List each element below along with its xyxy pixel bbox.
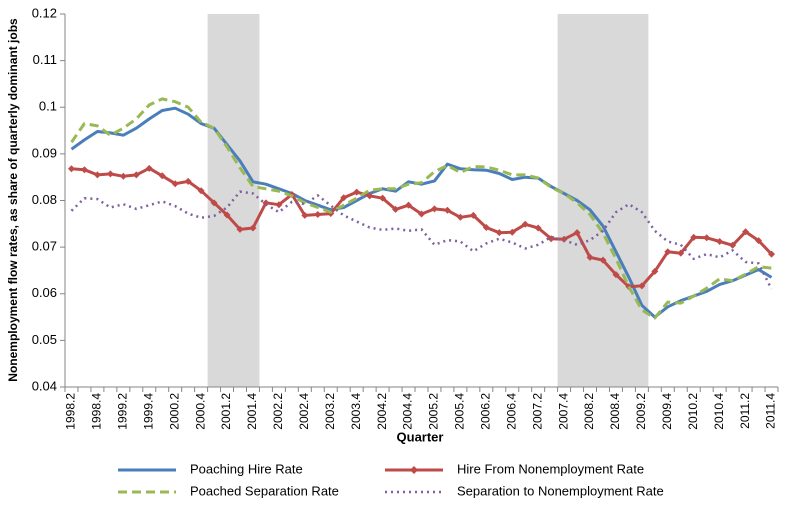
x-tick-label: 2000.4	[193, 393, 207, 430]
x-tick-label: 2006.2	[478, 393, 492, 430]
legend-label: Poached Separation Rate	[190, 483, 339, 498]
point-marker	[119, 172, 127, 180]
point-marker	[755, 237, 763, 245]
point-marker	[651, 267, 659, 275]
x-tick-label: 2004.2	[375, 393, 389, 430]
series-line	[70, 97, 772, 320]
y-axis-label: Nonemployment flow rates, as share of qu…	[6, 18, 20, 382]
point-marker	[301, 211, 309, 219]
point-marker	[716, 238, 724, 246]
point-marker	[534, 224, 542, 232]
x-tick-label: 2009.2	[634, 393, 648, 430]
point-marker	[729, 241, 737, 249]
point-marker	[379, 194, 387, 202]
x-tick-label: 2007.4	[556, 393, 570, 430]
x-tick-label: 2002.2	[271, 393, 285, 430]
legend-label: Hire From Nonemployment Rate	[457, 461, 644, 476]
y-tick-label: 0.12	[32, 5, 57, 20]
point-marker	[495, 229, 503, 237]
point-marker	[599, 256, 607, 264]
point-marker	[249, 224, 257, 232]
legend-marker	[410, 466, 418, 474]
legend-label: Poaching Hire Rate	[190, 461, 303, 476]
point-marker	[197, 187, 205, 195]
point-marker	[171, 180, 179, 188]
series-line	[70, 190, 773, 290]
y-tick-label: 0.11	[33, 52, 57, 67]
x-tick-label: 2001.4	[245, 393, 259, 430]
point-marker	[443, 206, 451, 214]
point-marker	[430, 205, 438, 213]
x-axis-label: Quarter	[397, 429, 444, 444]
y-tick-label: 0.07	[32, 239, 57, 254]
x-tick-label: 2008.4	[608, 393, 622, 430]
point-marker	[664, 248, 672, 256]
legend-label: Separation to Nonemployment Rate	[457, 483, 664, 498]
point-marker	[638, 282, 646, 290]
y-tick-label: 0.09	[32, 145, 57, 160]
x-tick-label: 1999.4	[141, 393, 155, 430]
point-marker	[80, 166, 88, 174]
point-marker	[482, 224, 490, 232]
point-marker	[573, 229, 581, 237]
point-marker	[586, 253, 594, 261]
y-tick-label: 0.1	[39, 99, 57, 114]
point-marker	[521, 220, 529, 228]
x-tick-label: 1998.4	[90, 393, 104, 430]
point-marker	[210, 199, 218, 207]
x-tick-label: 1998.2	[64, 393, 78, 430]
point-marker	[93, 171, 101, 179]
point-marker	[677, 249, 685, 257]
point-marker	[703, 234, 711, 242]
point-marker	[132, 171, 140, 179]
point-marker	[223, 211, 231, 219]
x-tick-label: 2003.4	[349, 393, 363, 430]
point-marker	[742, 228, 750, 236]
point-marker	[158, 172, 166, 180]
x-tick-label: 2011.2	[738, 393, 752, 429]
point-marker	[366, 192, 374, 200]
y-tick-label: 0.08	[32, 192, 57, 207]
x-tick-label: 2010.2	[686, 393, 700, 430]
point-marker	[405, 201, 413, 209]
x-tick-label: 2009.4	[660, 393, 674, 430]
point-marker	[67, 165, 75, 173]
point-marker	[184, 177, 192, 185]
x-tick-label: 1999.2	[116, 393, 130, 430]
x-tick-label: 2003.2	[323, 393, 337, 430]
y-tick-label: 0.05	[32, 332, 57, 347]
point-marker	[508, 228, 516, 236]
x-tick-label: 2002.4	[297, 393, 311, 430]
point-marker	[392, 205, 400, 213]
point-marker	[353, 188, 361, 196]
point-marker	[612, 271, 620, 279]
x-tick-label: 2007.2	[530, 393, 544, 430]
point-marker	[275, 201, 283, 209]
y-tick-label: 0.06	[32, 285, 57, 300]
point-marker	[456, 213, 464, 221]
point-marker	[340, 194, 348, 202]
x-tick-label: 2000.2	[167, 393, 181, 430]
x-tick-label: 2004.4	[401, 393, 415, 430]
x-tick-label: 2006.4	[504, 393, 518, 430]
point-marker	[106, 170, 114, 178]
point-marker	[314, 210, 322, 218]
x-tick-label: 2005.4	[453, 393, 467, 430]
y-tick-label: 0.04	[32, 378, 57, 393]
x-tick-label: 2011.4	[764, 393, 778, 429]
point-marker	[418, 210, 425, 218]
x-tick-label: 2005.2	[427, 393, 441, 430]
point-marker	[768, 250, 776, 258]
x-tick-label: 2010.4	[712, 393, 726, 430]
point-marker	[469, 211, 477, 219]
point-marker	[145, 164, 153, 172]
point-marker	[236, 225, 244, 233]
x-tick-label: 2001.2	[219, 393, 233, 430]
series-line	[71, 166, 773, 289]
x-tick-label: 2008.2	[582, 393, 596, 430]
point-marker	[690, 233, 698, 241]
shaded-period	[557, 14, 649, 387]
